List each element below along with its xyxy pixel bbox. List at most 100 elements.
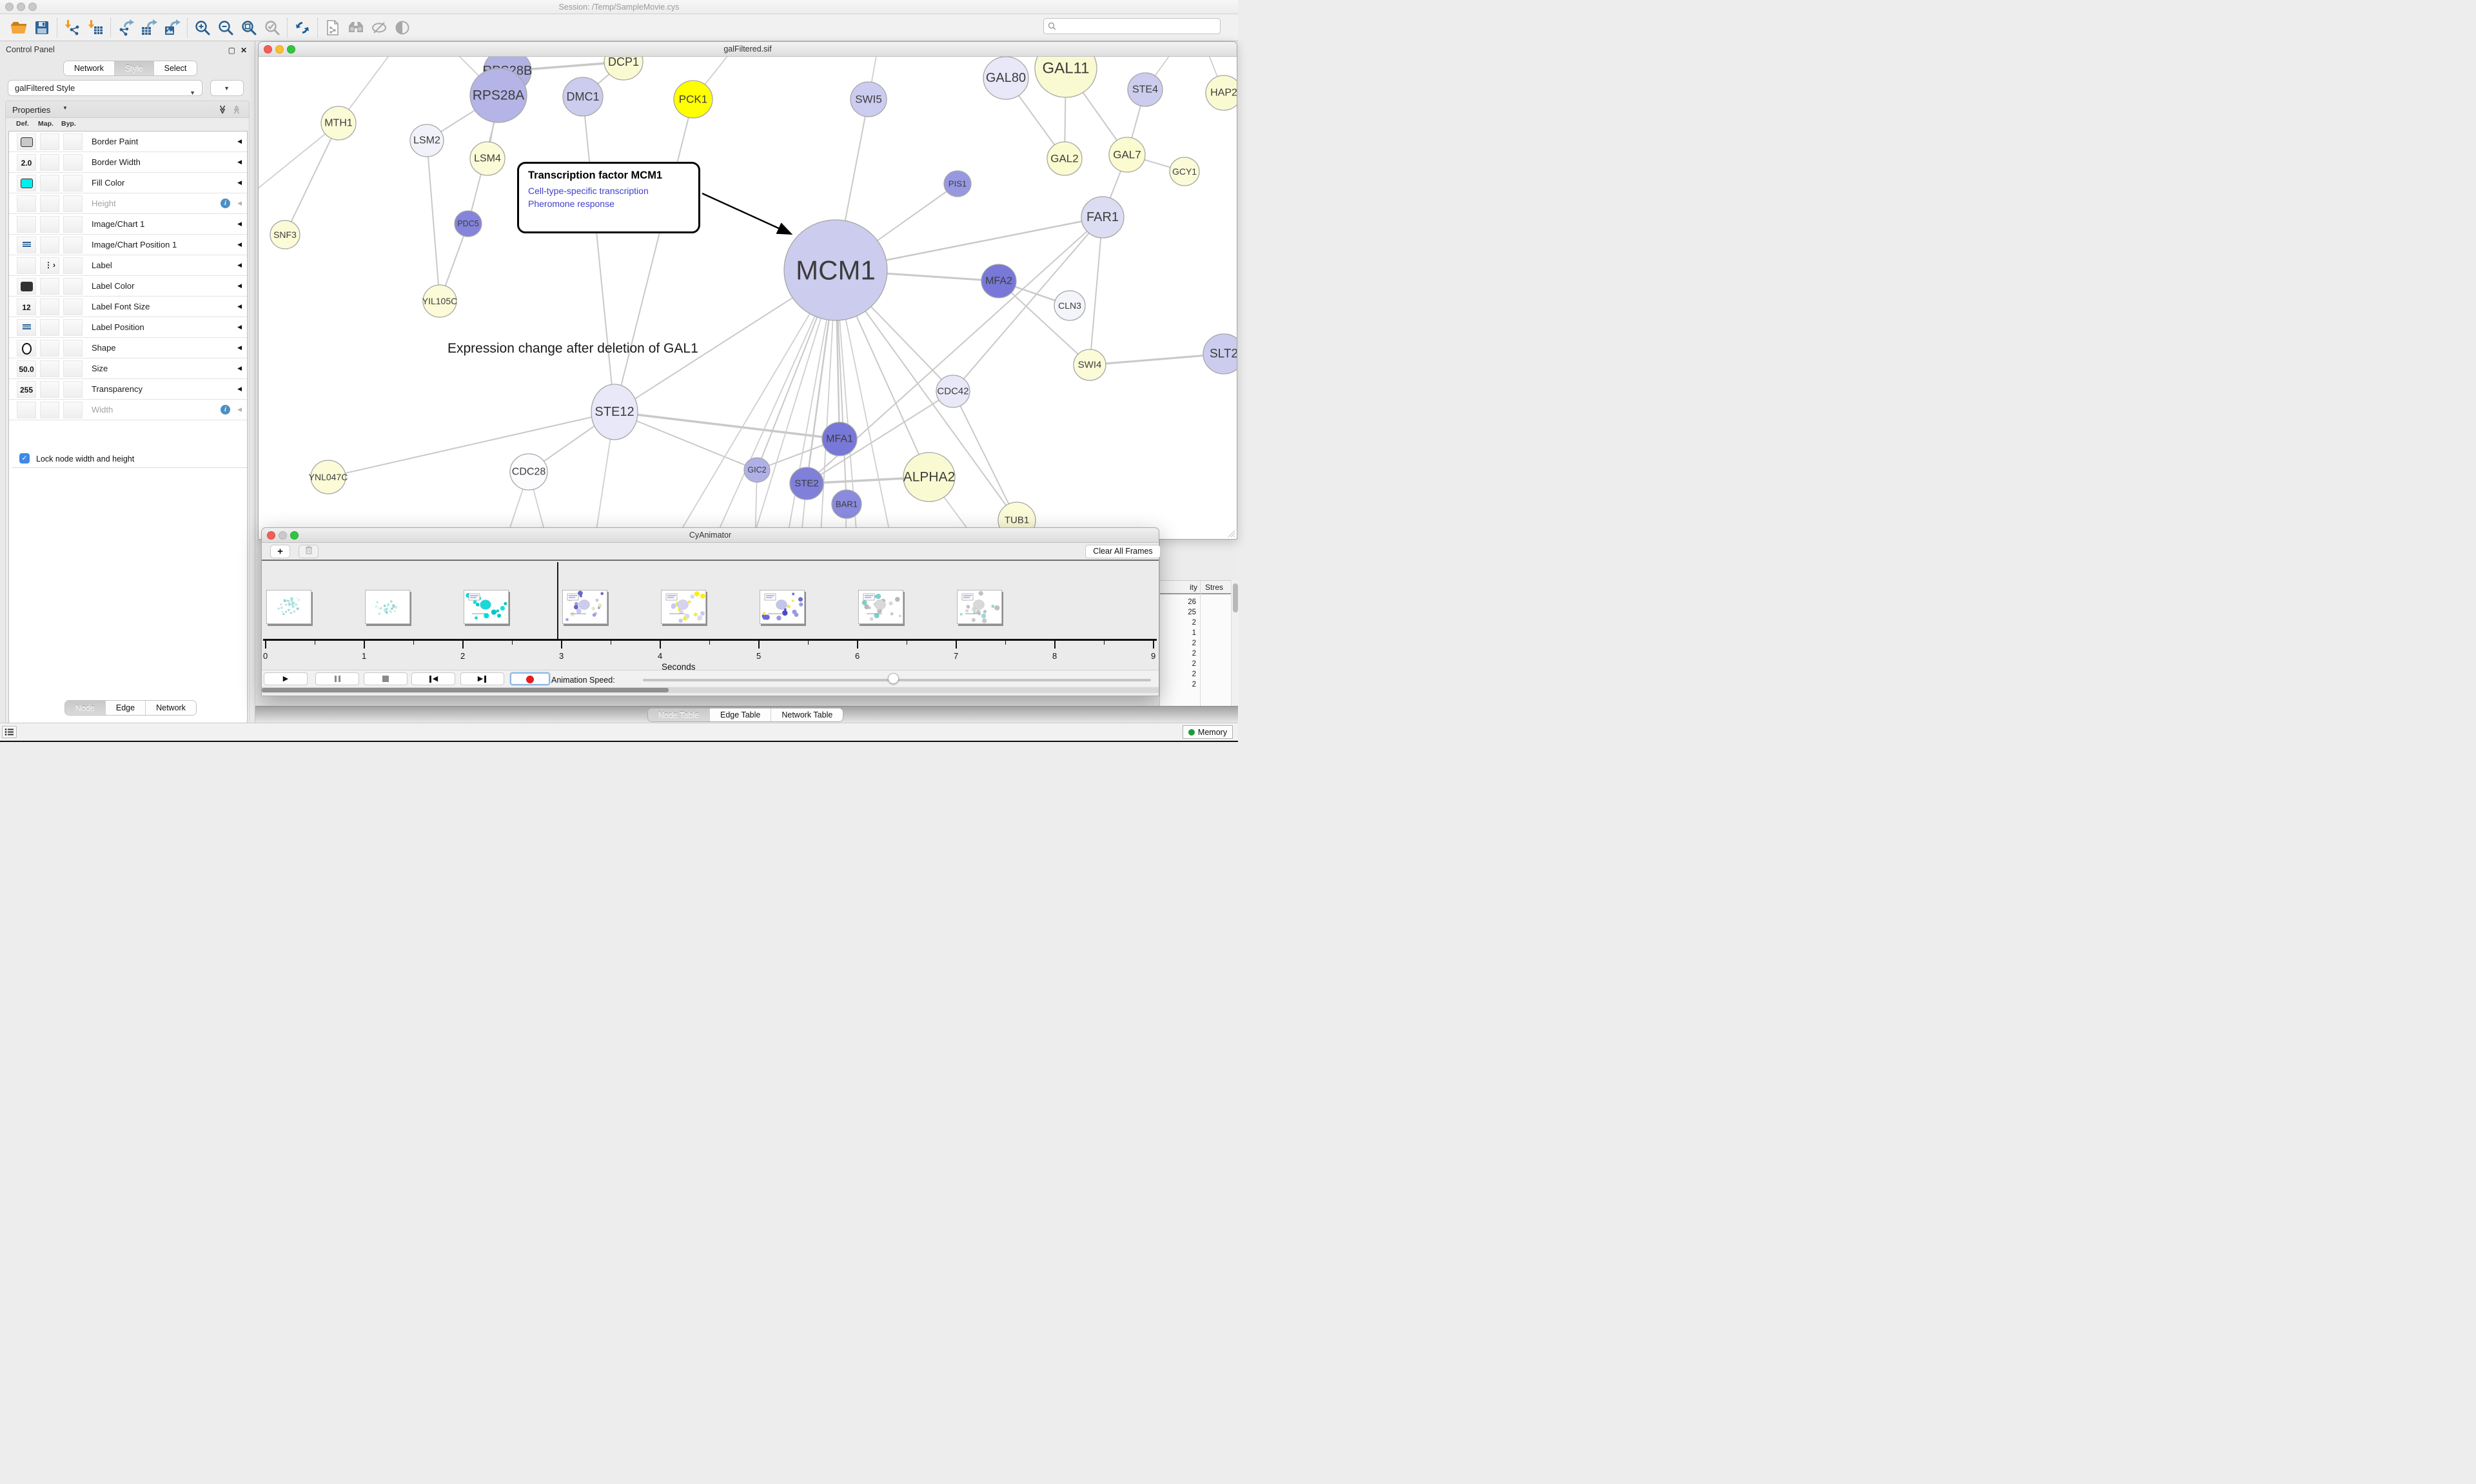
frame-thumbnail-5[interactable] (760, 590, 805, 624)
property-row-label-color[interactable]: Label Color ◀ (9, 276, 247, 297)
column-header[interactable]: Stres (1205, 583, 1224, 592)
network-node-gcy1[interactable]: GCY1 (1169, 157, 1200, 186)
frame-thumbnail-2[interactable] (464, 590, 509, 624)
default-value-cell[interactable] (17, 133, 36, 150)
network-node-swi4[interactable]: SWI4 (1073, 349, 1106, 381)
mapping-cell[interactable] (40, 319, 59, 336)
expand-all-icon[interactable]: ≫ (218, 105, 228, 114)
tab-node[interactable]: Node (65, 701, 106, 715)
network-edge[interactable] (614, 99, 694, 413)
show-panels-button[interactable] (2, 726, 17, 738)
network-node-gic2[interactable]: GIC2 (743, 457, 771, 483)
network-node-ste2[interactable]: STE2 (789, 467, 824, 500)
timeline[interactable]: 0 1 2 3 4 5 6 7 8 9 Seconds (262, 562, 1159, 672)
tab-style[interactable]: Style (114, 61, 154, 75)
default-value-cell[interactable] (17, 257, 36, 274)
network-window-titlebar[interactable]: galFiltered.sif (259, 42, 1237, 57)
import-network-icon[interactable] (64, 19, 81, 36)
default-value-cell[interactable] (17, 175, 36, 191)
style-select[interactable]: galFiltered Style ▼ (8, 80, 202, 96)
delete-frame-button[interactable] (299, 545, 319, 558)
expand-property-icon[interactable]: ◀ (237, 324, 242, 330)
zoom-fit-icon[interactable] (241, 19, 257, 36)
table-cell[interactable]: 2 (1192, 619, 1196, 627)
network-edge[interactable] (614, 411, 758, 471)
network-edge[interactable] (582, 96, 615, 413)
network-edge[interactable] (259, 122, 339, 192)
search-input[interactable] (1056, 21, 1216, 31)
network-node-ynl047c[interactable]: YNL047C (309, 460, 348, 494)
property-row-border-width[interactable]: 2.0 Border Width ◀ (9, 152, 247, 173)
mapping-cell[interactable] (40, 133, 59, 150)
skip-to-end-button[interactable]: ▶ (460, 672, 504, 685)
bypass-cell[interactable] (63, 154, 83, 171)
timeline-scrollbar-thumb[interactable] (262, 688, 669, 692)
default-value-cell[interactable] (17, 402, 36, 418)
network-node-pck1[interactable]: PCK1 (673, 80, 713, 119)
network-node-pis1[interactable]: PIS1 (943, 170, 972, 197)
network-edge[interactable] (328, 411, 615, 478)
expand-property-icon[interactable]: ◀ (237, 406, 242, 413)
import-table-icon[interactable] (87, 19, 104, 36)
property-row-border-paint[interactable]: Border Paint ◀ (9, 132, 247, 152)
network-edge[interactable] (952, 217, 1103, 392)
minimize-window-icon[interactable] (275, 45, 284, 54)
expand-property-icon[interactable]: ◀ (237, 303, 242, 309)
tab-network[interactable]: Network (64, 61, 115, 75)
open-session-icon[interactable] (10, 19, 27, 36)
tab-select[interactable]: Select (153, 61, 197, 75)
network-node-mcm1[interactable]: MCM1 (783, 219, 888, 321)
property-row-fill-color[interactable]: Fill Color ◀ (9, 173, 247, 193)
network-node-dcp1[interactable]: DCP1 (604, 57, 644, 81)
table-cell[interactable]: 2 (1192, 639, 1196, 647)
pause-button[interactable] (315, 672, 359, 685)
mapping-cell[interactable] (40, 298, 59, 315)
network-node-cdc28[interactable]: CDC28 (509, 453, 548, 491)
frame-thumbnail-4[interactable] (661, 590, 706, 624)
default-value-cell[interactable] (17, 340, 36, 356)
network-node-swi5[interactable]: SWI5 (850, 81, 887, 117)
network-node-pdc5[interactable]: PDC5 (454, 210, 482, 237)
cyanimator-titlebar[interactable]: CyAnimator (262, 528, 1159, 543)
network-node-ste12[interactable]: STE12 (591, 384, 638, 440)
expand-property-icon[interactable]: ◀ (237, 200, 242, 206)
animation-speed-thumb[interactable] (888, 673, 899, 684)
property-row-size[interactable]: 50.0 Size ◀ (9, 358, 247, 379)
network-node-lsm4[interactable]: LSM4 (469, 141, 506, 176)
mapping-cell[interactable] (40, 402, 59, 418)
info-icon[interactable]: i (221, 405, 230, 415)
skip-to-start-button[interactable]: ◀ (411, 672, 455, 685)
network-node-cln3[interactable]: CLN3 (1054, 290, 1086, 321)
close-panel-icon[interactable]: ✕ (240, 46, 247, 55)
bypass-cell[interactable] (63, 237, 83, 253)
playhead[interactable] (557, 562, 558, 639)
mapping-cell[interactable] (40, 216, 59, 233)
network-node-snf3[interactable]: SNF3 (270, 220, 300, 249)
network-node-lsm2[interactable]: LSM2 (409, 124, 444, 157)
export-network-icon[interactable] (117, 19, 134, 36)
network-node-mfa2[interactable]: MFA2 (981, 264, 1017, 298)
lock-size-checkbox[interactable]: ✓ (19, 453, 30, 464)
eye-icon[interactable] (394, 19, 411, 36)
resize-grip[interactable] (1226, 529, 1235, 538)
network-document-icon[interactable] (324, 19, 341, 36)
property-row-image-chart-1[interactable]: Image/Chart 1 ◀ (9, 214, 247, 235)
close-window-icon[interactable] (5, 3, 14, 11)
default-value-cell[interactable] (17, 216, 36, 233)
network-canvas[interactable]: RPS28BDCP1RPS28ADMC1PCK1SWI5GAL11GAL80ST… (259, 57, 1237, 539)
network-node-cdc42[interactable]: CDC42 (936, 375, 970, 408)
expand-property-icon[interactable]: ◀ (237, 282, 242, 289)
frame-thumbnail-7[interactable] (957, 590, 1002, 624)
bypass-cell[interactable] (63, 319, 83, 336)
expand-property-icon[interactable]: ◀ (237, 179, 242, 186)
property-row-label-font-size[interactable]: 12 Label Font Size ◀ (9, 297, 247, 317)
property-row-label[interactable]: ⋮› Label ◀ (9, 255, 247, 276)
refresh-view-icon[interactable] (294, 19, 311, 36)
bypass-cell[interactable] (63, 195, 83, 212)
network-edge[interactable] (671, 269, 836, 539)
network-node-dmc1[interactable]: DMC1 (562, 77, 604, 117)
zoom-window-icon[interactable] (28, 3, 37, 11)
frame-thumbnail-3[interactable] (562, 590, 607, 624)
bypass-cell[interactable] (63, 175, 83, 191)
expand-property-icon[interactable]: ◀ (237, 262, 242, 268)
